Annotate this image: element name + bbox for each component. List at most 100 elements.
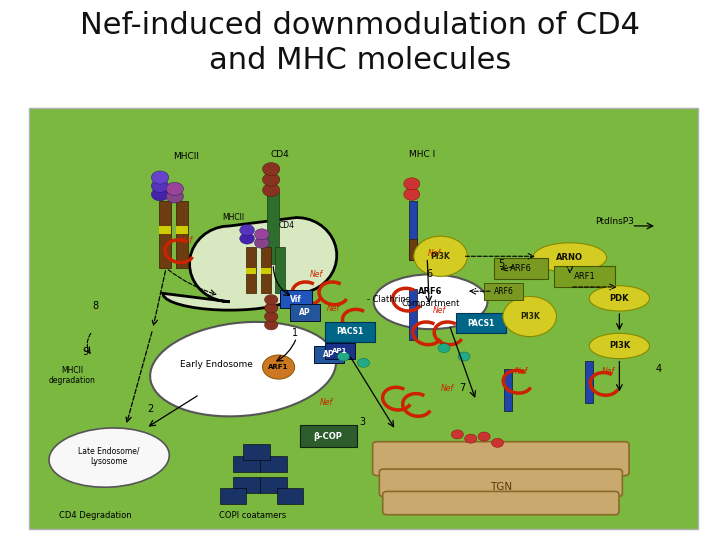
- Bar: [176, 226, 188, 234]
- FancyBboxPatch shape: [379, 469, 622, 497]
- Bar: [233, 456, 260, 472]
- Circle shape: [478, 432, 490, 441]
- Bar: [554, 266, 615, 287]
- Bar: [409, 239, 417, 260]
- Text: ARF1: ARF1: [574, 272, 595, 281]
- Bar: [484, 283, 523, 300]
- Text: CD4 Degradation: CD4 Degradation: [60, 511, 132, 520]
- Bar: [300, 425, 357, 447]
- Circle shape: [166, 183, 184, 195]
- Text: - Clathrins: - Clathrins: [367, 295, 410, 304]
- Bar: [260, 456, 287, 472]
- Text: MHCII
degradation: MHCII degradation: [49, 366, 96, 385]
- Circle shape: [254, 229, 269, 240]
- Text: Nef: Nef: [428, 249, 441, 258]
- Text: 1: 1: [292, 328, 298, 339]
- Text: ARNO: ARNO: [557, 253, 583, 262]
- Text: MHCII: MHCII: [173, 152, 199, 161]
- Text: Vif: Vif: [290, 295, 302, 303]
- Text: 9: 9: [83, 347, 89, 357]
- Text: 8: 8: [93, 301, 99, 311]
- Circle shape: [166, 190, 184, 203]
- Text: ARF6: ARF6: [510, 264, 532, 273]
- Text: CD4: CD4: [271, 150, 289, 159]
- Bar: [585, 361, 593, 403]
- Text: MHC I: MHC I: [410, 150, 436, 159]
- PathPatch shape: [163, 218, 337, 310]
- Text: Nef: Nef: [327, 303, 340, 313]
- Bar: [504, 369, 512, 411]
- Circle shape: [492, 438, 503, 447]
- Text: Late Endosome/: Late Endosome/: [78, 447, 140, 456]
- Bar: [494, 258, 548, 279]
- Ellipse shape: [49, 428, 169, 487]
- Bar: [233, 477, 260, 494]
- Bar: [275, 247, 285, 293]
- Circle shape: [263, 173, 280, 186]
- Text: PI3K: PI3K: [431, 252, 451, 261]
- Bar: [409, 201, 417, 260]
- Bar: [261, 268, 271, 274]
- Text: Nef: Nef: [441, 383, 454, 393]
- Text: 4: 4: [655, 364, 661, 374]
- Circle shape: [414, 236, 467, 276]
- Ellipse shape: [589, 286, 649, 311]
- Circle shape: [338, 352, 349, 361]
- Text: AP1: AP1: [332, 348, 347, 354]
- Bar: [325, 342, 355, 359]
- Bar: [243, 444, 270, 460]
- Circle shape: [451, 430, 464, 439]
- Circle shape: [264, 320, 278, 330]
- Circle shape: [151, 179, 168, 192]
- Bar: [260, 477, 287, 494]
- Circle shape: [458, 352, 470, 361]
- Ellipse shape: [533, 243, 607, 272]
- Circle shape: [240, 233, 254, 244]
- Text: CD4: CD4: [279, 221, 294, 231]
- Text: Nef: Nef: [514, 367, 528, 376]
- Circle shape: [151, 171, 168, 184]
- Circle shape: [240, 225, 254, 235]
- Ellipse shape: [374, 274, 487, 329]
- Text: Nef: Nef: [433, 306, 446, 315]
- Text: MHCII: MHCII: [222, 213, 244, 222]
- Text: Nef: Nef: [310, 270, 323, 279]
- Bar: [456, 313, 506, 333]
- Circle shape: [263, 184, 280, 197]
- FancyBboxPatch shape: [373, 442, 629, 476]
- Bar: [280, 291, 312, 308]
- Text: ARF1: ARF1: [269, 364, 289, 370]
- Bar: [266, 192, 279, 264]
- Circle shape: [151, 188, 168, 201]
- Bar: [159, 201, 171, 268]
- Bar: [409, 289, 417, 340]
- Text: Nef: Nef: [179, 236, 193, 245]
- Ellipse shape: [150, 322, 336, 416]
- Text: ARF6: ARF6: [494, 287, 513, 296]
- Bar: [290, 304, 320, 321]
- Text: Lysosome: Lysosome: [91, 457, 127, 467]
- Bar: [29, 108, 698, 529]
- Text: Nef: Nef: [320, 399, 333, 407]
- Bar: [261, 247, 271, 293]
- Circle shape: [464, 434, 477, 443]
- Bar: [246, 268, 256, 274]
- Text: Early Endosome: Early Endosome: [180, 360, 253, 369]
- Text: 7: 7: [459, 383, 466, 393]
- Circle shape: [404, 178, 420, 190]
- Text: PtdInsP3: PtdInsP3: [595, 217, 634, 226]
- Circle shape: [264, 295, 278, 305]
- Text: AP: AP: [323, 350, 335, 359]
- Text: β-COP: β-COP: [314, 431, 343, 441]
- Text: COPI coatamers: COPI coatamers: [220, 511, 287, 520]
- Bar: [276, 488, 303, 504]
- Text: 2: 2: [148, 404, 154, 414]
- Circle shape: [263, 163, 280, 176]
- Circle shape: [263, 355, 294, 379]
- FancyBboxPatch shape: [383, 491, 619, 515]
- Circle shape: [404, 188, 420, 200]
- Text: PACS1: PACS1: [336, 327, 363, 336]
- Text: PI3K: PI3K: [609, 341, 630, 350]
- Circle shape: [264, 303, 278, 313]
- Text: 6: 6: [426, 269, 432, 279]
